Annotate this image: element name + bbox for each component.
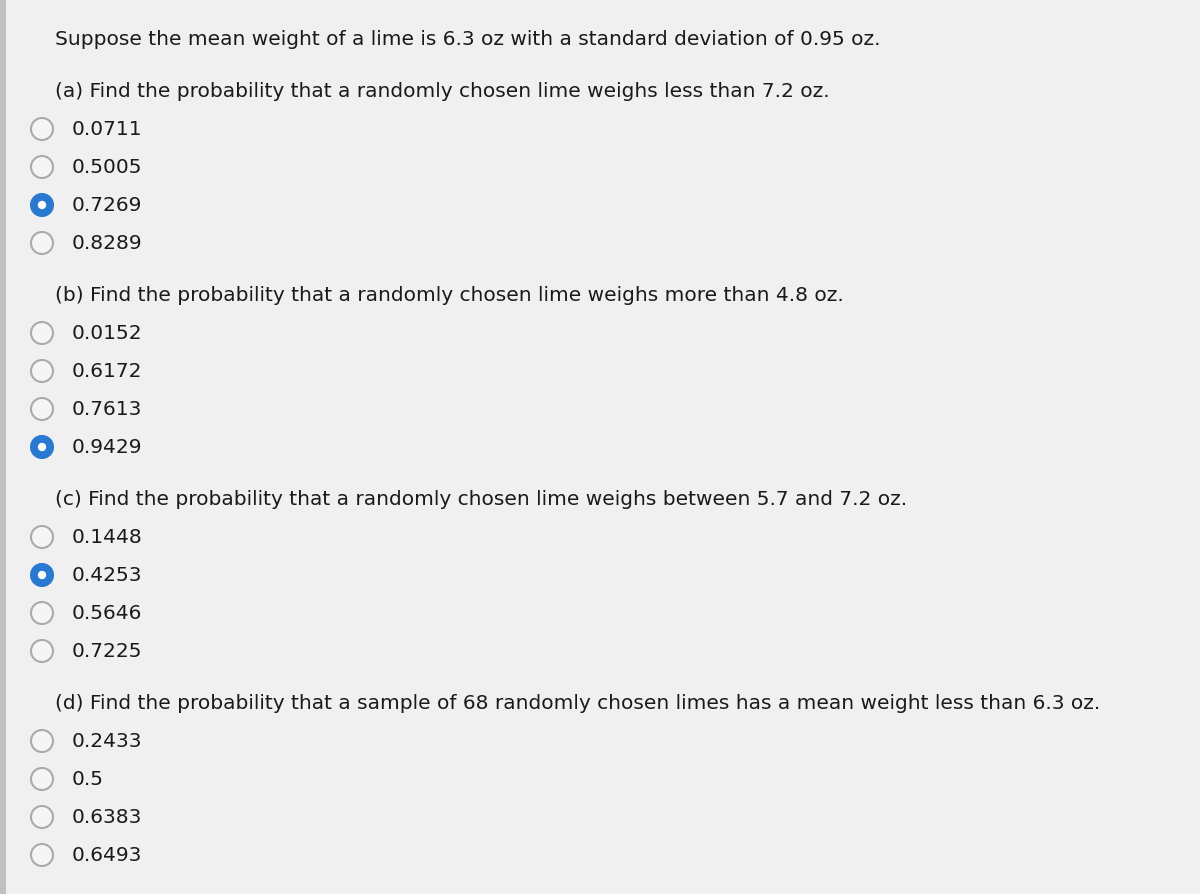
Circle shape	[38, 443, 46, 451]
Text: 0.0152: 0.0152	[72, 324, 143, 342]
Text: 0.6493: 0.6493	[72, 845, 143, 864]
Circle shape	[31, 603, 53, 624]
Circle shape	[31, 730, 53, 752]
Text: (a) Find the probability that a randomly chosen lime weighs less than 7.2 oz.: (a) Find the probability that a randomly…	[55, 82, 829, 101]
Text: 0.7225: 0.7225	[72, 641, 143, 661]
Text: 0.1448: 0.1448	[72, 527, 143, 546]
Circle shape	[31, 640, 53, 662]
Circle shape	[31, 527, 53, 548]
Circle shape	[31, 844, 53, 866]
Text: 0.2433: 0.2433	[72, 731, 143, 750]
Text: 0.5: 0.5	[72, 769, 104, 789]
Text: 0.8289: 0.8289	[72, 233, 143, 253]
Circle shape	[31, 323, 53, 344]
Text: 0.4253: 0.4253	[72, 565, 143, 585]
Circle shape	[31, 564, 53, 586]
Circle shape	[31, 195, 53, 216]
Circle shape	[31, 119, 53, 141]
Text: (c) Find the probability that a randomly chosen lime weighs between 5.7 and 7.2 : (c) Find the probability that a randomly…	[55, 489, 907, 509]
Text: 0.6383: 0.6383	[72, 807, 143, 826]
Circle shape	[31, 232, 53, 255]
Circle shape	[31, 436, 53, 459]
Text: 0.7269: 0.7269	[72, 196, 143, 215]
Text: 0.9429: 0.9429	[72, 437, 143, 457]
Text: (d) Find the probability that a sample of 68 randomly chosen limes has a mean we: (d) Find the probability that a sample o…	[55, 693, 1100, 713]
Text: 0.7613: 0.7613	[72, 400, 143, 418]
Circle shape	[38, 571, 46, 579]
Circle shape	[31, 768, 53, 790]
Bar	[0, 0, 6, 894]
Circle shape	[31, 360, 53, 383]
Text: 0.6172: 0.6172	[72, 361, 143, 381]
Text: (b) Find the probability that a randomly chosen lime weighs more than 4.8 oz.: (b) Find the probability that a randomly…	[55, 286, 844, 305]
Text: 0.5646: 0.5646	[72, 603, 143, 622]
Circle shape	[38, 201, 46, 210]
Circle shape	[31, 806, 53, 828]
Text: 0.5005: 0.5005	[72, 158, 143, 177]
Circle shape	[31, 399, 53, 420]
Text: 0.0711: 0.0711	[72, 120, 143, 139]
Text: Suppose the mean weight of a lime is 6.3 oz with a standard deviation of 0.95 oz: Suppose the mean weight of a lime is 6.3…	[55, 30, 881, 49]
Circle shape	[31, 156, 53, 179]
